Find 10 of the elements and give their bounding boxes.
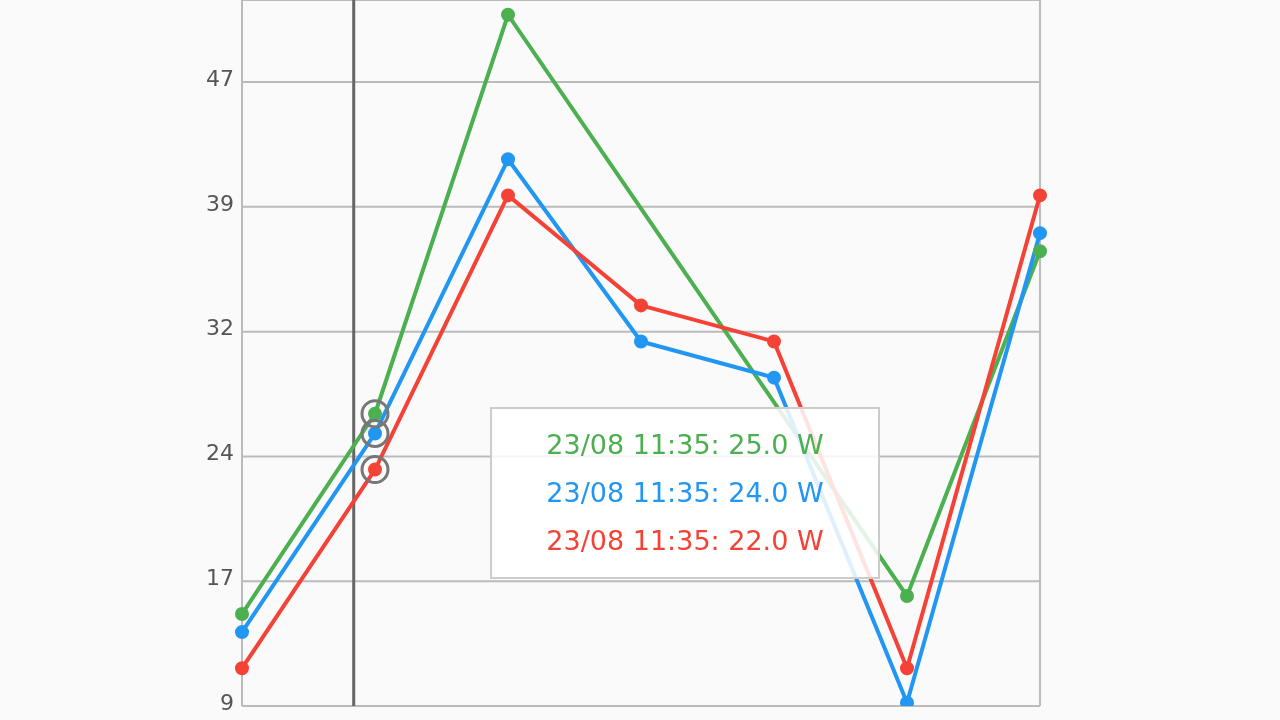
annotation: 23/08 11:35: 24.0 W [545,476,825,510]
y-tick-label: 47 [206,65,234,91]
y-tick-label: 24 [206,440,234,466]
annotation: 23/08 11:35: 22.0 W [545,524,825,558]
annotation: 23/08 11:35: 25.0 W [545,428,825,462]
y-tick-label: 17 [206,565,234,591]
y-tick-label: 9 [220,689,234,715]
y-tick-label: 39 [206,190,234,216]
y-tick-label: 32 [206,315,234,341]
tooltip-box: 23/08 11:35: 25.0 W 23/08 11:35: 24.0 W 23/08 11:35: 22.0 W [490,407,880,579]
